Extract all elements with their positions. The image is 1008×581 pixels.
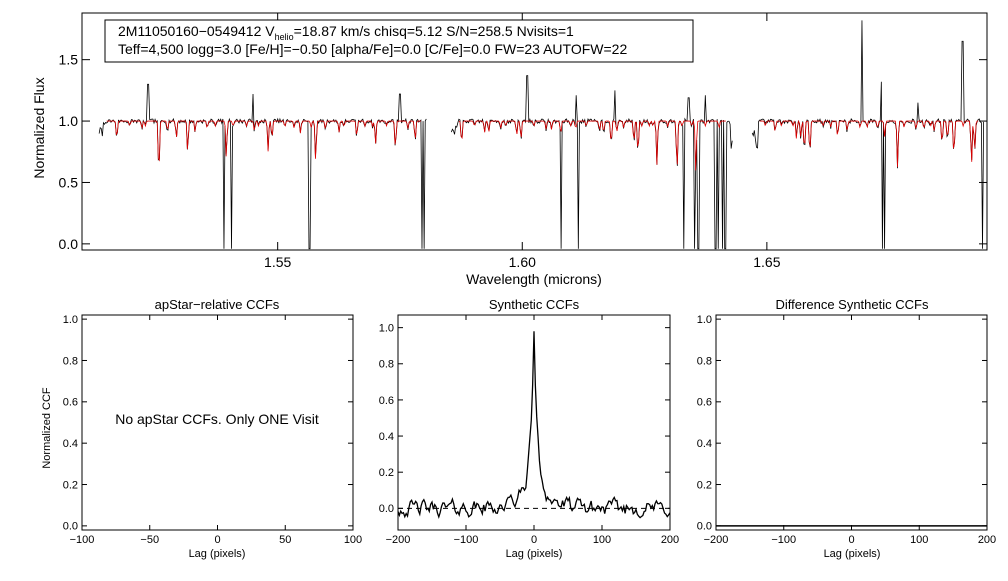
y-tick-label: 0.4: [379, 431, 394, 443]
synthetic-ccf-line: [397, 331, 671, 519]
x-tick-label: 1.60: [509, 254, 536, 270]
difference-ccf-frame: [715, 314, 988, 531]
y-tick-label: 0.8: [697, 355, 712, 367]
spectrum-axis-ticks: 1.55 1.60 1.65 0.0 0.5 1.0 1.5: [59, 13, 987, 270]
info-line-1: 2M11050160−0549412 Vhelio=18.87 km/s chi…: [118, 23, 574, 42]
info-line-1-subscript: helio: [275, 32, 294, 42]
y-tick-label: 0.6: [379, 395, 394, 407]
x-tick-label: −200: [704, 534, 729, 546]
x-tick-label: −100: [70, 534, 95, 546]
x-tick-label: −200: [386, 534, 411, 546]
y-tick-label: 1.0: [697, 314, 712, 326]
y-tick-label: 0.2: [63, 479, 78, 491]
y-tick-label: 0.5: [59, 174, 79, 190]
x-tick-label: 0: [848, 534, 854, 546]
apstar-ccf-xlabel: Lag (pixels): [189, 548, 246, 560]
apstar-ccf-title: apStar−relative CCFs: [155, 297, 280, 312]
difference-ccf-axis-ticks: −200 −100 0 100 200 0.0 0.2 0.4 0.6 0.8 1.0: [697, 314, 996, 546]
x-tick-label: 200: [661, 534, 679, 546]
y-tick-label: 0.0: [379, 503, 394, 515]
y-tick-label: 0.0: [59, 236, 79, 252]
spectrum-frame: [81, 12, 988, 251]
synthetic-ccf-title: Synthetic CCFs: [489, 297, 580, 312]
synthetic-ccf-axis-ticks: −200 −100 0 100 200 0.0 0.2 0.4 0.6 0.8 1.0: [379, 315, 679, 546]
x-tick-label: 0: [531, 534, 537, 546]
synthetic-ccf-xlabel: Lag (pixels): [506, 548, 563, 560]
y-tick-label: 1.5: [59, 52, 79, 68]
x-tick-label: 50: [279, 534, 291, 546]
y-tick-label: 1.0: [63, 314, 78, 326]
synthetic-ccf-plot-area: [397, 331, 671, 519]
info-line-2: Teff=4,500 logg=3.0 [Fe/H]=−0.50 [alpha/…: [118, 41, 627, 57]
info-line-1-stats: =18.87 km/s chisq=5.12 S/N=258.5 Nvisits…: [294, 23, 574, 39]
info-line-1-star: 2M11050160−0549412 V: [118, 23, 275, 39]
x-tick-label: −100: [454, 534, 479, 546]
difference-ccf-title: Difference Synthetic CCFs: [776, 297, 929, 312]
synthetic-ccf-panel: −200 −100 0 100 200 0.0 0.2 0.4 0.6 0.8 1.0 Synthe…: [379, 297, 679, 560]
apstar-ccf-axis-ticks: −100 −50 0 50 100 0.0 0.2 0.4 0.6 0.8 1.0: [63, 314, 362, 546]
x-tick-label: 1.65: [753, 254, 780, 270]
spectrum-ylabel: Normalized Flux: [31, 77, 47, 178]
difference-ccf-xlabel: Lag (pixels): [824, 548, 881, 560]
y-tick-label: 0.6: [63, 397, 78, 409]
spectrum-plot-area: [98, 20, 984, 250]
y-tick-label: 0.6: [697, 397, 712, 409]
y-tick-label: 0.4: [63, 438, 78, 450]
x-tick-label: 0: [214, 534, 220, 546]
apstar-ccf-ylabel: Normalized CCF: [41, 387, 53, 469]
y-tick-label: 0.8: [63, 355, 78, 367]
y-tick-label: 1.0: [59, 113, 79, 129]
y-tick-label: 1.0: [379, 322, 394, 334]
y-tick-label: 0.8: [379, 359, 394, 371]
y-tick-label: 0.0: [63, 521, 78, 533]
x-tick-label: 100: [593, 534, 611, 546]
x-tick-label: 100: [910, 534, 928, 546]
y-tick-label: 0.2: [697, 479, 712, 491]
difference-ccf-panel: −200 −100 0 100 200 0.0 0.2 0.4 0.6 0.8 1.0 Differ…: [697, 297, 996, 560]
x-tick-label: −50: [140, 534, 159, 546]
x-tick-label: −100: [771, 534, 796, 546]
x-tick-label: 200: [978, 534, 996, 546]
model-spectrum-line: [106, 119, 979, 171]
info-box: [104, 19, 694, 63]
y-tick-label: 0.0: [697, 521, 712, 533]
x-tick-label: 1.55: [264, 254, 291, 270]
y-tick-label: 0.2: [379, 467, 394, 479]
apstar-ccf-annotation: No apStar CCFs. Only ONE Visit: [115, 411, 319, 427]
spectrum-panel: 1.55 1.60 1.65 0.0 0.5 1.0 1.5 2M11050160−0549…: [31, 12, 988, 287]
y-tick-label: 0.4: [697, 438, 712, 450]
apstar-ccf-panel: −100 −50 0 50 100 0.0 0.2 0.4 0.6 0.8 1.0 apStar−r…: [41, 297, 362, 560]
x-tick-label: 100: [344, 534, 362, 546]
spectrum-xlabel: Wavelength (microns): [466, 271, 602, 287]
